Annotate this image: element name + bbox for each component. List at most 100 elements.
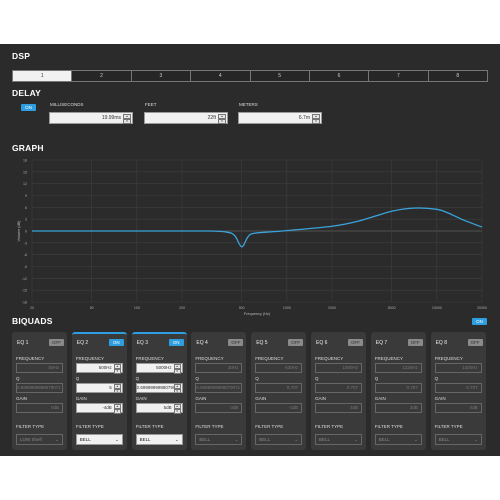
milliseconds-input[interactable]: 19.99ms ▴ ▾ — [49, 112, 133, 124]
biquads-toggle[interactable]: ON — [472, 318, 487, 325]
gain-input[interactable]: 0dB — [195, 403, 243, 413]
gain-input[interactable]: -4dB ▴ ▾ — [75, 403, 123, 414]
x-tick-label: 5000 — [388, 306, 396, 310]
filter-type-select[interactable]: BELL ⌄ — [135, 434, 183, 445]
increment-icon[interactable]: ▴ — [173, 364, 181, 369]
frequency-input[interactable]: 1220Hz — [374, 363, 422, 373]
decrement-icon[interactable]: ▾ — [312, 119, 320, 124]
filter-type-select[interactable]: BELL ⌄ — [255, 434, 303, 445]
eq-toggle[interactable]: OFF — [407, 339, 423, 346]
increment-icon[interactable]: ▴ — [113, 384, 121, 389]
q-input[interactable]: 0.707 — [255, 383, 303, 393]
frequency-input[interactable]: 500Hz ▴ ▾ — [75, 363, 123, 374]
eq-toggle[interactable]: OFF — [288, 339, 304, 346]
y-tick-label: -12 — [22, 277, 27, 281]
eq-toggle[interactable]: OFF — [348, 339, 363, 346]
filter-type-select[interactable]: BELL ⌄ — [315, 434, 362, 445]
tab-channel-5[interactable]: 5 — [249, 71, 309, 81]
increment-icon[interactable]: ▴ — [113, 364, 121, 369]
eq-toggle[interactable]: OFF — [467, 339, 483, 346]
y-tick-label: -3 — [24, 241, 27, 245]
increment-icon[interactable]: ▴ — [312, 114, 320, 119]
decrement-icon[interactable]: ▾ — [113, 369, 121, 374]
gain-input[interactable]: 5dB ▴ ▾ — [135, 403, 183, 414]
delay-title: DELAY — [12, 88, 42, 98]
y-axis-label: Volume (dB) — [17, 220, 21, 242]
decrement-icon[interactable]: ▾ — [113, 389, 121, 392]
gain-input[interactable]: 0dB — [16, 403, 63, 413]
decrement-icon[interactable]: ▾ — [123, 119, 131, 124]
frequency-input[interactable]: 20Hz — [195, 363, 243, 373]
q-value: 0.6999999988079071 — [136, 385, 181, 390]
tab-channel-7[interactable]: 7 — [368, 71, 428, 81]
x-tick-label: 500 — [239, 306, 245, 310]
filter-type-select[interactable]: BELL ⌄ — [374, 434, 422, 445]
increment-icon[interactable]: ▴ — [173, 404, 181, 409]
x-tick-label: 50 — [90, 306, 94, 310]
eq-title: EQ 2 — [76, 340, 89, 346]
decrement-icon[interactable]: ▾ — [173, 409, 181, 414]
gain-value: 0dB — [230, 405, 239, 410]
gain-input[interactable]: 0dB — [434, 403, 482, 413]
q-input[interactable]: 5 ▴ ▾ — [75, 383, 123, 393]
increment-icon[interactable]: ▴ — [123, 114, 131, 119]
q-input[interactable]: 0.707 — [434, 383, 482, 393]
frequency-value: 20Hz — [227, 365, 239, 370]
tab-channel-1[interactable]: 1 — [13, 71, 72, 81]
dsp-panel: DSP 1 2 3 4 5 6 7 8 DELAY ON MILLISECOND… — [0, 44, 500, 456]
gain-value: -3dB — [288, 405, 299, 410]
y-tick-label: 9 — [25, 194, 27, 198]
filter-type-select[interactable]: LOW Shelf ⌄ — [16, 434, 63, 445]
gain-input[interactable]: 3dB — [315, 403, 362, 413]
frequency-input[interactable]: 1000Hz — [315, 363, 362, 373]
frequency-input[interactable]: 630Hz — [255, 363, 303, 373]
q-input[interactable]: 0.6999999988079071 — [195, 383, 243, 393]
gain-input[interactable]: -3dB — [255, 403, 303, 413]
eq-toggle[interactable]: OFF — [228, 339, 244, 346]
chevron-down-icon: ⌄ — [115, 437, 119, 442]
q-label: Q — [16, 376, 20, 381]
eq-toggle[interactable]: ON — [108, 339, 124, 346]
increment-icon[interactable]: ▴ — [113, 404, 121, 409]
decrement-icon[interactable]: ▾ — [173, 389, 181, 392]
q-label: Q — [75, 376, 80, 381]
q-input[interactable]: 0.6999999988079071 ▴ ▾ — [135, 383, 183, 393]
increment-icon[interactable]: ▴ — [173, 384, 181, 389]
frequency-value: 1220Hz — [402, 365, 418, 370]
filter-type-select[interactable]: BELL ⌄ — [75, 434, 123, 445]
filter-type-select[interactable]: BELL ⌄ — [195, 434, 243, 445]
filter-type-value: BELL — [378, 437, 390, 442]
x-tick-label: 20000 — [477, 306, 487, 310]
q-input[interactable]: 0.6999999988079071 — [16, 383, 63, 393]
frequency-input[interactable]: 5000Hz ▴ ▾ — [135, 363, 183, 374]
delay-toggle[interactable]: ON — [21, 104, 36, 111]
meters-input[interactable]: 6.7m ▴ ▾ — [238, 112, 322, 124]
tab-channel-3[interactable]: 3 — [130, 71, 191, 81]
decrement-icon[interactable]: ▾ — [113, 409, 121, 414]
gain-input[interactable]: 3dB — [374, 403, 422, 413]
frequency-input[interactable]: 1420Hz — [434, 363, 482, 373]
tab-channel-6[interactable]: 6 — [308, 71, 369, 81]
frequency-value: 1000Hz — [342, 365, 358, 370]
tab-channel-2[interactable]: 2 — [71, 71, 131, 81]
tab-channel-8[interactable]: 8 — [427, 71, 487, 81]
eq-card-8: EQ 8 OFF FREQUENCY 1420Hz Q 0.707 GAIN 0dB FILTE… — [430, 332, 486, 450]
frequency-input[interactable]: 50Hz — [16, 363, 63, 373]
decrement-icon[interactable]: ▾ — [218, 119, 226, 124]
filter-type-value: BELL — [319, 437, 331, 442]
q-value: 0.707 — [286, 385, 299, 390]
increment-icon[interactable]: ▴ — [218, 114, 226, 119]
q-input[interactable]: 0.707 — [374, 383, 422, 393]
milliseconds-label: MILLISECONDS — [50, 102, 84, 107]
eq-toggle[interactable]: ON — [168, 339, 184, 346]
x-tick-label: 100 — [134, 306, 140, 310]
decrement-icon[interactable]: ▾ — [173, 369, 181, 374]
x-tick-label: 2000 — [328, 306, 336, 310]
filter-type-select[interactable]: BELL ⌄ — [434, 434, 482, 445]
tab-channel-4[interactable]: 4 — [190, 71, 250, 81]
q-input[interactable]: 0.707 — [315, 383, 362, 393]
frequency-label: FREQUENCY — [135, 356, 164, 361]
eq-toggle[interactable]: OFF — [49, 339, 64, 346]
feet-input[interactable]: 22ft ▴ ▾ — [144, 112, 228, 124]
